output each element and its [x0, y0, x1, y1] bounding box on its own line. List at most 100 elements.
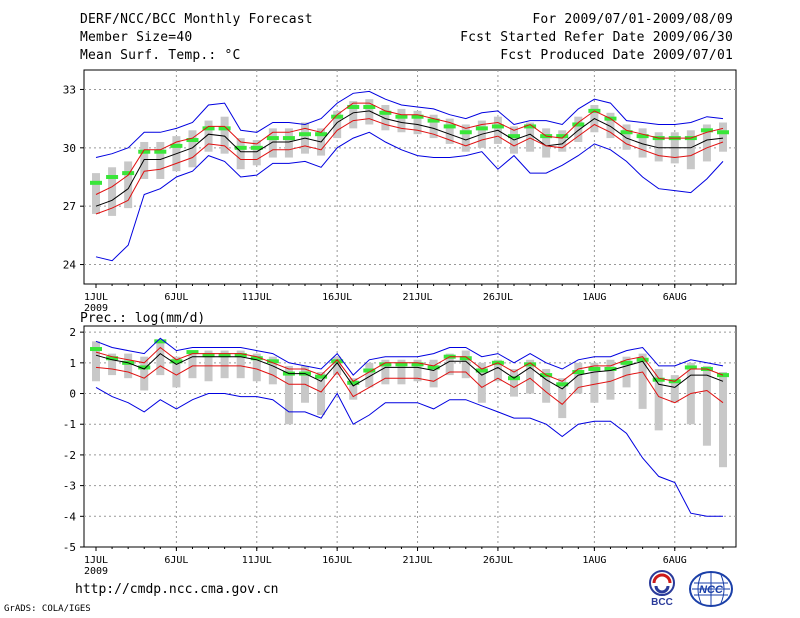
temp-x-tick-label: 6AUG: [663, 292, 687, 303]
temp-median-mark: [202, 126, 215, 131]
temp-y-tick-label: 24: [63, 259, 77, 272]
temp-spread-bar: [284, 128, 293, 158]
prec-median-mark: [170, 359, 183, 364]
temp-spread-bar: [654, 132, 663, 162]
prec-median-mark: [266, 359, 279, 364]
temp-median-mark: [154, 149, 167, 154]
prec-median-mark: [347, 380, 360, 385]
temp-spread-bar: [719, 122, 727, 152]
prec-spread-bar: [606, 359, 615, 400]
temp-y-tick-label: 27: [63, 200, 76, 213]
prec-spread-bar: [654, 368, 663, 431]
temp-spread-bar: [526, 122, 535, 152]
prec-median-mark: [331, 359, 344, 364]
temp-spread-bar: [156, 141, 165, 179]
prec-median-mark: [588, 366, 601, 371]
temp-y-tick-label: 30: [63, 142, 76, 155]
prec-spread-bar: [429, 359, 438, 388]
prec-y-tick-label: 2: [69, 326, 76, 339]
temp-median-mark: [170, 143, 183, 148]
temp-median-mark: [636, 134, 649, 139]
prec-median-mark: [459, 356, 472, 361]
prec-spread-bar: [542, 368, 551, 403]
prec-spread-bar: [461, 350, 470, 379]
temp-spread-bar: [220, 116, 229, 154]
temp-series-ensemble-mean: [95, 110, 724, 207]
prec-spread-bar: [445, 353, 454, 376]
temp-x-tick-label: 26JUL: [483, 292, 513, 303]
temp-median-mark: [331, 114, 344, 119]
prec-median-mark: [218, 353, 231, 358]
temp-median-mark: [106, 175, 119, 179]
temp-median-mark: [508, 134, 520, 139]
temp-y-tick-label: 33: [63, 83, 76, 96]
temp-median-mark: [524, 124, 537, 129]
prec-median-mark: [395, 362, 408, 367]
prec-median-mark: [475, 368, 488, 373]
temp-median-mark: [250, 145, 263, 150]
temp-spread-bar: [606, 112, 615, 139]
prec-median-mark: [202, 353, 215, 358]
prec-spread-bar: [365, 362, 374, 388]
prec-x-tick-label: 6JUL: [164, 555, 188, 566]
bcc-logo: BCC: [649, 570, 675, 608]
temp-median-mark: [347, 104, 360, 109]
temp-x-tick-label: 16JUL: [322, 292, 352, 303]
temp-spread-bar: [381, 105, 390, 131]
temp-spread-bar: [542, 128, 551, 158]
temp-spread-bar: [574, 116, 583, 142]
prec-spread-bar: [590, 362, 599, 403]
temp-median-mark: [299, 132, 311, 137]
prec-spread-bar: [493, 359, 502, 382]
temp-median-mark: [717, 130, 729, 135]
prec-median-mark: [379, 362, 392, 367]
temp-series-mean-std: [95, 118, 724, 215]
temp-spread-bar: [124, 161, 133, 209]
temp-spread-bar: [108, 167, 117, 216]
prec-median-mark: [620, 360, 633, 365]
prec-spread-bar: [220, 350, 229, 379]
prec-spread-bar: [413, 359, 422, 382]
prec-series-mean-std: [95, 365, 724, 405]
temp-x-tick-label: 1JUL: [84, 292, 108, 303]
prec-median-mark: [90, 347, 102, 352]
temp-median-mark: [411, 114, 424, 119]
temp-median-mark: [491, 124, 504, 129]
bcc-logo-label: BCC: [651, 597, 673, 608]
temp-series-ensemble-max: [95, 90, 724, 158]
temp-median-mark: [90, 180, 102, 185]
temp-series-ensemble-min: [95, 131, 724, 262]
prec-median-mark: [572, 370, 585, 375]
temp-median-mark: [122, 171, 135, 176]
prec-median-mark: [138, 365, 151, 370]
prec-spread-bar: [702, 365, 711, 446]
temp-median-mark: [395, 114, 408, 119]
prec-median-mark: [556, 382, 569, 387]
prec-y-tick-label: -2: [63, 449, 76, 462]
prec-plot-frame: [83, 325, 737, 548]
precip-panel-title: Prec.: log(mm/d): [80, 311, 205, 326]
temp-spread-bar: [622, 124, 631, 150]
prec-spread-bar: [317, 372, 326, 416]
temp-median-mark: [443, 124, 456, 129]
prec-spread-bar: [108, 353, 117, 376]
temp-median-mark: [315, 132, 328, 137]
temp-median-mark: [572, 122, 585, 127]
prec-y-tick-label: -1: [63, 418, 76, 431]
prec-spread-bar: [397, 359, 406, 385]
temp-median-mark: [700, 128, 713, 133]
prec-x-tick-label: 11JUL: [242, 555, 272, 566]
temp-spread-bar: [365, 99, 374, 125]
temp-spread-bar: [638, 128, 647, 158]
prec-x-tick-label: 16JUL: [322, 555, 352, 566]
prec-median-mark: [604, 366, 617, 371]
prec-series-ensemble-mean: [95, 352, 724, 390]
temp-median-mark: [475, 126, 488, 131]
prec-median-mark: [652, 377, 665, 382]
prec-median-mark: [186, 350, 199, 355]
temp-spread-bar: [268, 128, 277, 158]
temp-median-mark: [379, 110, 392, 115]
temp-x-year-label: 2009: [84, 303, 108, 314]
prec-x-tick-label: 26JUL: [483, 555, 513, 566]
source-url: http://cmdp.ncc.cma.gov.cn: [75, 582, 279, 597]
